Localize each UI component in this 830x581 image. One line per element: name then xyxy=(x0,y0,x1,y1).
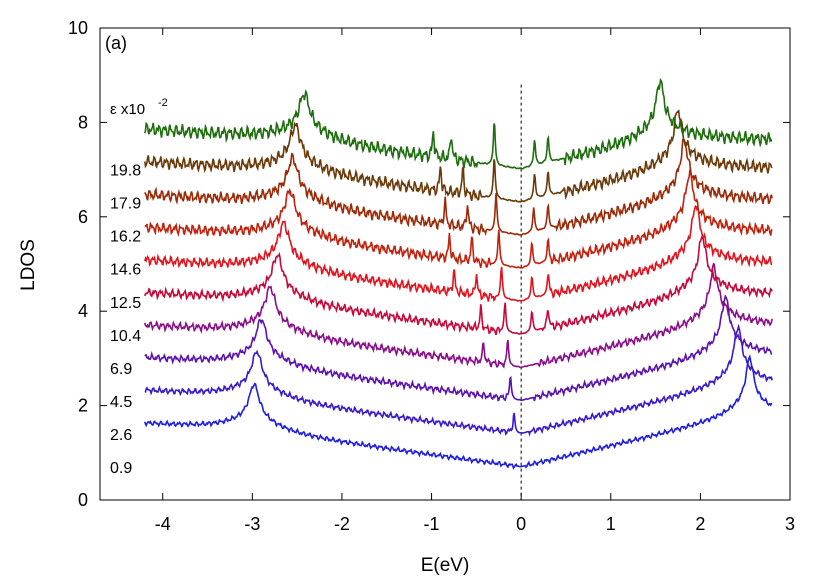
plot-frame xyxy=(99,27,791,501)
ldos-curve-10.4 xyxy=(144,236,773,336)
curve-label: 6.9 xyxy=(110,361,132,378)
x-tick-label: 2 xyxy=(695,514,705,534)
curve-label: 0.9 xyxy=(110,460,132,477)
y-axis-title: LDOS xyxy=(18,239,39,291)
curve-label: 14.6 xyxy=(110,262,141,279)
curve-label: 10.4 xyxy=(110,328,141,345)
x-tick-labels: -4 -3 -2 -1 0 1 2 3 xyxy=(155,514,795,534)
x-tick-label: 3 xyxy=(785,514,795,534)
x-axis-title: E(eV) xyxy=(421,555,470,576)
curve-label: 4.5 xyxy=(110,394,132,411)
ldos-curve-0.9 xyxy=(144,354,773,470)
y-tick-label: 8 xyxy=(78,112,88,132)
ldos-curve-2.6 xyxy=(144,323,773,437)
ldos-curve-12.5 xyxy=(144,203,773,302)
x-tick-label: -3 xyxy=(244,514,260,534)
ldos-curves xyxy=(144,77,773,470)
curve-label: 12.5 xyxy=(110,295,141,312)
y-tick-label: 10 xyxy=(68,18,88,38)
ldos-curve-14.6 xyxy=(144,167,773,269)
ldos-curve-4.5 xyxy=(144,294,773,402)
legend-title-text: ε x10 xyxy=(110,101,145,118)
legend-title: ε x10 -2 xyxy=(110,97,168,118)
curve-labels: 0.9 2.6 4.5 6.9 10.4 12.5 14.6 16.2 17.9 19.8 xyxy=(110,163,141,477)
x-tick-label: -1 xyxy=(424,514,440,534)
curve-label: 17.9 xyxy=(110,196,141,213)
y-tick-labels: 0 2 4 6 8 10 xyxy=(68,18,88,510)
axis-ticks xyxy=(100,27,791,501)
ldos-curve-17.9 xyxy=(144,109,773,203)
ldos-curve-16.2 xyxy=(144,138,773,237)
y-tick-label: 0 xyxy=(78,490,88,510)
x-tick-label: -2 xyxy=(334,514,350,534)
ldos-curve-19.8 xyxy=(144,77,773,170)
legend-title-exponent: -2 xyxy=(158,97,168,109)
panel-label: (a) xyxy=(105,33,127,53)
y-tick-label: 4 xyxy=(78,301,88,321)
curve-label: 2.6 xyxy=(110,427,132,444)
x-tick-label: -4 xyxy=(155,514,171,534)
y-tick-label: 6 xyxy=(78,207,88,227)
curve-label: 19.8 xyxy=(110,163,141,180)
y-tick-label: 2 xyxy=(78,396,88,416)
x-tick-label: 0 xyxy=(516,514,526,534)
x-tick-label: 1 xyxy=(606,514,616,534)
ldos-curve-6.9 xyxy=(144,262,773,369)
curve-label: 16.2 xyxy=(110,229,141,246)
